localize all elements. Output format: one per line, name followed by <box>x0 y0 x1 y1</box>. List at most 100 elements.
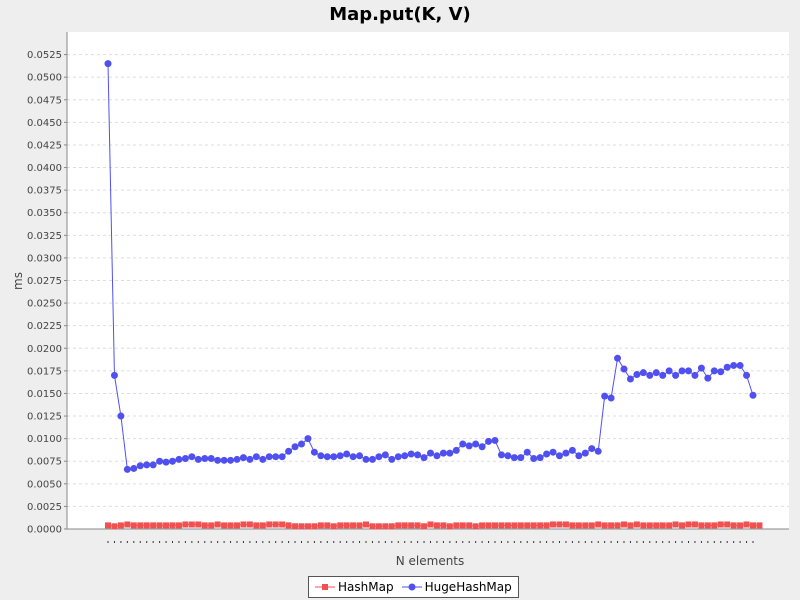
data-point-hugehashmap <box>336 452 344 460</box>
data-point-hugehashmap <box>381 451 389 459</box>
data-point-hugehashmap <box>427 449 434 457</box>
data-point-hugehashmap <box>588 445 596 453</box>
data-point-hashmap <box>163 522 170 529</box>
data-point-hugehashmap <box>117 412 125 420</box>
y-tick-label: 0.0375 <box>27 186 62 197</box>
data-point-hugehashmap <box>491 436 499 444</box>
data-point-hugehashmap <box>252 453 260 461</box>
data-point-hugehashmap <box>304 435 312 443</box>
data-point-hugehashmap <box>581 449 589 457</box>
data-point-hugehashmap <box>620 365 628 373</box>
data-point-hugehashmap <box>691 371 699 379</box>
y-tick-label: 0.0150 <box>27 389 62 400</box>
legend-label-hashmap: HashMap <box>338 580 394 594</box>
y-tick-label: 0.0025 <box>27 502 62 513</box>
data-point-hashmap <box>143 522 150 529</box>
data-point-hashmap <box>511 522 518 529</box>
data-point-hashmap <box>717 521 724 528</box>
data-point-hashmap <box>685 521 692 528</box>
data-point-hashmap <box>614 522 621 529</box>
data-point-hashmap <box>356 522 363 529</box>
data-point-hugehashmap <box>181 455 189 463</box>
data-point-hashmap <box>169 522 176 529</box>
data-point-hugehashmap <box>433 452 441 460</box>
y-tick-label: 0.0050 <box>27 479 62 490</box>
data-point-hashmap <box>562 521 569 528</box>
data-point-hugehashmap <box>536 454 544 462</box>
legend-item-hashmap: HashMap <box>315 580 394 594</box>
y-tick-label: 0.0475 <box>27 95 62 106</box>
data-point-hugehashmap <box>285 447 293 455</box>
data-point-hugehashmap <box>362 455 370 463</box>
data-point-hashmap <box>724 521 731 528</box>
data-point-hugehashmap <box>104 60 112 68</box>
data-point-hugehashmap <box>265 453 273 461</box>
data-point-hashmap <box>575 522 582 529</box>
data-point-hashmap <box>414 522 421 529</box>
data-point-hashmap <box>304 523 311 530</box>
data-point-hugehashmap <box>239 454 247 462</box>
data-point-hugehashmap <box>510 454 518 462</box>
y-tick-label: 0.0525 <box>27 50 62 61</box>
data-point-hugehashmap <box>188 453 196 461</box>
y-tick-label: 0.0000 <box>27 525 62 536</box>
data-point-hashmap <box>679 522 686 529</box>
data-point-hashmap <box>188 521 195 528</box>
data-point-hashmap <box>550 521 557 528</box>
data-point-hashmap <box>156 522 163 529</box>
data-point-hashmap <box>221 522 228 529</box>
data-point-hashmap <box>234 522 240 529</box>
data-point-hashmap <box>698 522 705 529</box>
data-point-hashmap <box>105 522 111 529</box>
data-point-hugehashmap <box>646 371 654 379</box>
data-point-hugehashmap <box>356 452 364 460</box>
data-point-hashmap <box>646 522 653 529</box>
data-point-hashmap <box>375 523 382 530</box>
data-point-hashmap <box>672 521 679 528</box>
chart-title: Map.put(K, V) <box>329 4 471 25</box>
data-point-hugehashmap <box>330 453 338 461</box>
data-point-hashmap <box>621 521 627 528</box>
data-point-hashmap <box>246 521 253 528</box>
data-point-hugehashmap <box>452 446 460 454</box>
data-point-hashmap <box>337 522 344 529</box>
data-point-hashmap <box>343 522 350 529</box>
data-point-hashmap <box>556 521 563 528</box>
data-point-hashmap <box>691 521 698 528</box>
data-point-hugehashmap <box>414 451 422 459</box>
data-point-hashmap <box>182 521 189 528</box>
data-point-hugehashmap <box>685 367 692 375</box>
data-point-hugehashmap <box>259 455 267 463</box>
data-point-hashmap <box>130 522 137 529</box>
data-point-hugehashmap <box>504 452 512 460</box>
data-point-hugehashmap <box>614 354 622 362</box>
data-point-hugehashmap <box>478 443 486 451</box>
legend-marker-hugehashmap <box>401 583 422 591</box>
data-point-hashmap <box>666 522 673 529</box>
legend: HashMap HugeHashMap <box>308 576 519 598</box>
data-point-hashmap <box>743 521 750 528</box>
y-tick-label: 0.0075 <box>27 457 62 468</box>
data-point-hashmap <box>124 521 131 528</box>
data-point-hugehashmap <box>736 361 744 369</box>
data-point-hashmap <box>595 521 602 528</box>
y-tick-label: 0.0275 <box>27 276 62 287</box>
data-point-hugehashmap <box>143 461 151 469</box>
data-point-hugehashmap <box>601 392 609 400</box>
data-point-hashmap <box>459 522 466 529</box>
data-point-hugehashmap <box>394 453 402 461</box>
data-point-hugehashmap <box>233 455 241 463</box>
data-point-hashmap <box>704 522 711 529</box>
data-point-hugehashmap <box>343 450 351 458</box>
data-point-hugehashmap <box>349 453 357 461</box>
data-point-hugehashmap <box>298 440 305 448</box>
data-point-hugehashmap <box>697 364 705 372</box>
data-point-hugehashmap <box>626 375 634 383</box>
data-point-hashmap <box>175 522 182 529</box>
data-point-hugehashmap <box>723 363 731 371</box>
data-point-hashmap <box>498 522 505 529</box>
data-point-hugehashmap <box>704 374 712 382</box>
data-point-hashmap <box>627 522 634 529</box>
y-tick-label: 0.0250 <box>27 299 62 310</box>
